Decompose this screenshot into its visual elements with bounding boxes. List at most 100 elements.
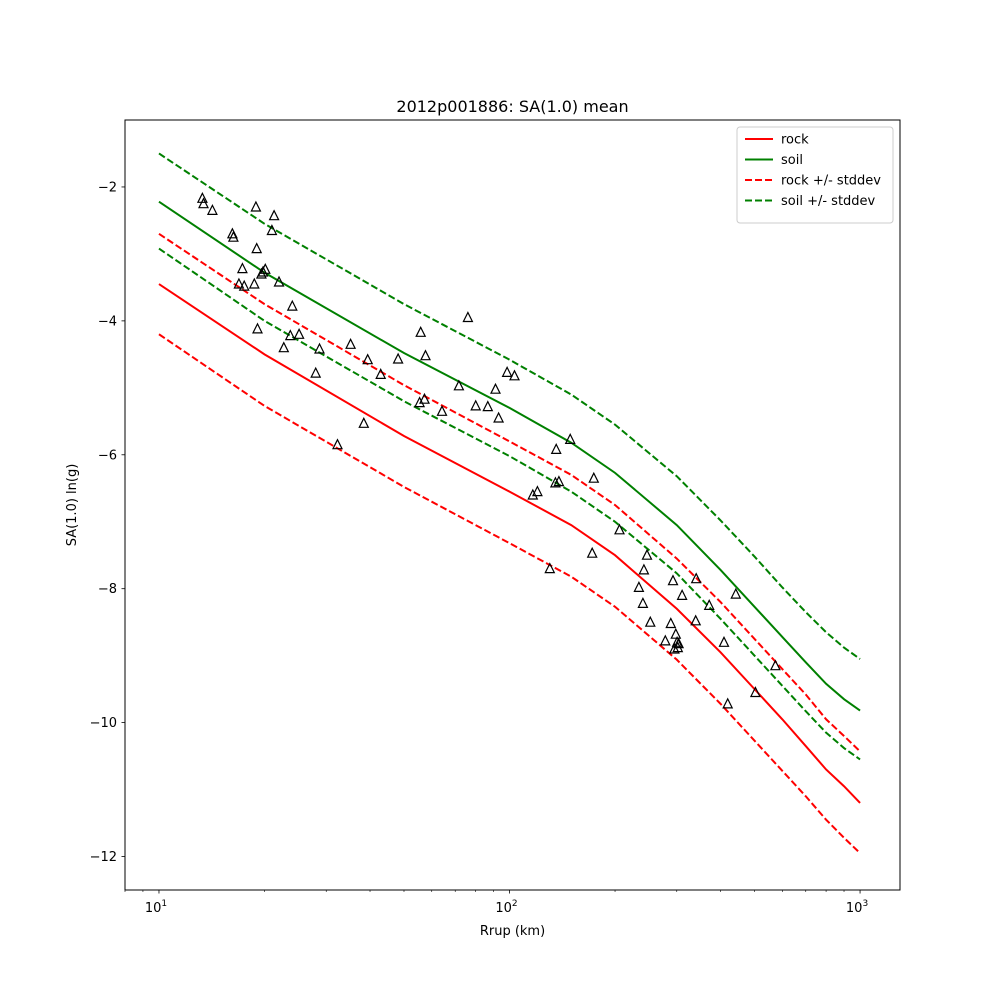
x-tick-label: 102 bbox=[495, 899, 517, 916]
series-line-0 bbox=[158, 283, 861, 804]
observation-point bbox=[769, 659, 781, 671]
observation-point bbox=[259, 262, 271, 274]
model-curves bbox=[158, 152, 861, 854]
observation-point bbox=[236, 262, 248, 274]
observation-point bbox=[690, 614, 702, 626]
observation-point bbox=[586, 546, 598, 558]
observation-point bbox=[527, 488, 539, 500]
observation-point bbox=[638, 563, 650, 575]
x-axis-ticks: 101 102 103 bbox=[124, 890, 868, 916]
observation-point bbox=[703, 599, 715, 611]
observation-point bbox=[641, 548, 653, 560]
observation-point bbox=[549, 476, 561, 488]
observation-point bbox=[482, 400, 494, 412]
observation-point bbox=[358, 416, 370, 428]
observation-point bbox=[453, 379, 465, 391]
y-axis-ticks: −12 −10 −8 −6 −4 −2 bbox=[90, 180, 125, 865]
legend-label: rock bbox=[781, 133, 809, 148]
observation-point bbox=[670, 627, 682, 639]
observation-point bbox=[414, 396, 426, 408]
plot-area-frame bbox=[124, 119, 901, 891]
observation-point bbox=[284, 329, 296, 341]
observation-point bbox=[293, 327, 305, 339]
observation-point bbox=[332, 438, 343, 450]
observation-point bbox=[462, 311, 474, 323]
observation-point bbox=[690, 572, 702, 584]
observation-point bbox=[673, 637, 685, 649]
legend-box bbox=[736, 126, 894, 224]
observation-point bbox=[668, 642, 680, 654]
observation-point bbox=[392, 352, 404, 364]
observation-point bbox=[633, 581, 645, 593]
observation-point bbox=[420, 349, 431, 361]
observation-point bbox=[553, 475, 565, 487]
observation-point bbox=[493, 411, 505, 423]
series-line-5 bbox=[158, 247, 861, 761]
observation-point bbox=[415, 325, 427, 337]
observation-point bbox=[198, 197, 209, 209]
observation-point bbox=[509, 369, 520, 381]
observation-markers bbox=[196, 191, 781, 709]
observation-point bbox=[273, 275, 285, 287]
observation-point bbox=[659, 634, 671, 646]
observation-point bbox=[550, 443, 562, 454]
series-line-3 bbox=[158, 333, 861, 854]
chart-title: 2012p001886: SA(1.0) mean bbox=[396, 97, 628, 116]
x-tick-label: 103 bbox=[846, 899, 868, 916]
y-tick-label: −8 bbox=[98, 582, 117, 597]
observation-point bbox=[490, 382, 501, 394]
y-tick-label: −10 bbox=[90, 716, 117, 731]
observation-point bbox=[278, 341, 290, 353]
observation-point bbox=[419, 392, 430, 404]
observation-point bbox=[196, 191, 208, 203]
y-tick-label: −12 bbox=[90, 850, 117, 865]
observation-point bbox=[644, 615, 656, 627]
x-axis-label: Rrup (km) bbox=[480, 924, 545, 939]
observation-point bbox=[544, 562, 556, 574]
y-tick-label: −6 bbox=[98, 448, 117, 463]
observation-point bbox=[671, 635, 683, 647]
y-axis-label: SA(1.0) ln(g) bbox=[65, 464, 80, 547]
observation-point bbox=[268, 209, 280, 221]
observation-point bbox=[227, 230, 239, 242]
observation-point bbox=[470, 399, 482, 411]
observation-point bbox=[749, 686, 761, 698]
observation-point bbox=[345, 337, 357, 349]
legend-label: rock +/- stddev bbox=[781, 174, 881, 189]
observation-point bbox=[257, 265, 269, 277]
observation-point bbox=[637, 597, 649, 609]
observation-point bbox=[501, 366, 513, 377]
observation-point bbox=[667, 574, 679, 586]
observation-point bbox=[614, 523, 625, 535]
observation-point bbox=[226, 227, 238, 239]
observation-point bbox=[730, 587, 742, 599]
observation-point bbox=[233, 277, 245, 289]
observation-point bbox=[250, 200, 262, 212]
observation-point bbox=[375, 368, 387, 379]
observation-point bbox=[314, 342, 325, 354]
legend: rock soil rock +/- stddev soil +/- stddev bbox=[736, 126, 894, 224]
observation-point bbox=[722, 697, 734, 709]
legend-label: soil +/- stddev bbox=[781, 194, 876, 209]
x-tick-label: 101 bbox=[145, 899, 167, 916]
observation-point bbox=[251, 242, 263, 254]
observation-point bbox=[286, 299, 298, 311]
series-line-2 bbox=[158, 232, 861, 753]
series-line-4 bbox=[158, 152, 861, 660]
observation-point bbox=[564, 433, 576, 444]
observation-point bbox=[531, 485, 543, 497]
observation-point bbox=[252, 322, 263, 334]
y-tick-label: −4 bbox=[98, 314, 117, 329]
observation-point bbox=[436, 404, 448, 416]
y-tick-label: −2 bbox=[98, 180, 117, 195]
observation-point bbox=[238, 279, 250, 291]
observation-point bbox=[718, 635, 730, 647]
observation-point bbox=[676, 589, 688, 601]
series-line-1 bbox=[158, 200, 861, 712]
observation-point bbox=[665, 617, 677, 629]
observation-point bbox=[588, 471, 600, 483]
observation-point bbox=[362, 353, 374, 365]
legend-label: soil bbox=[781, 153, 803, 168]
observation-point bbox=[310, 366, 322, 378]
